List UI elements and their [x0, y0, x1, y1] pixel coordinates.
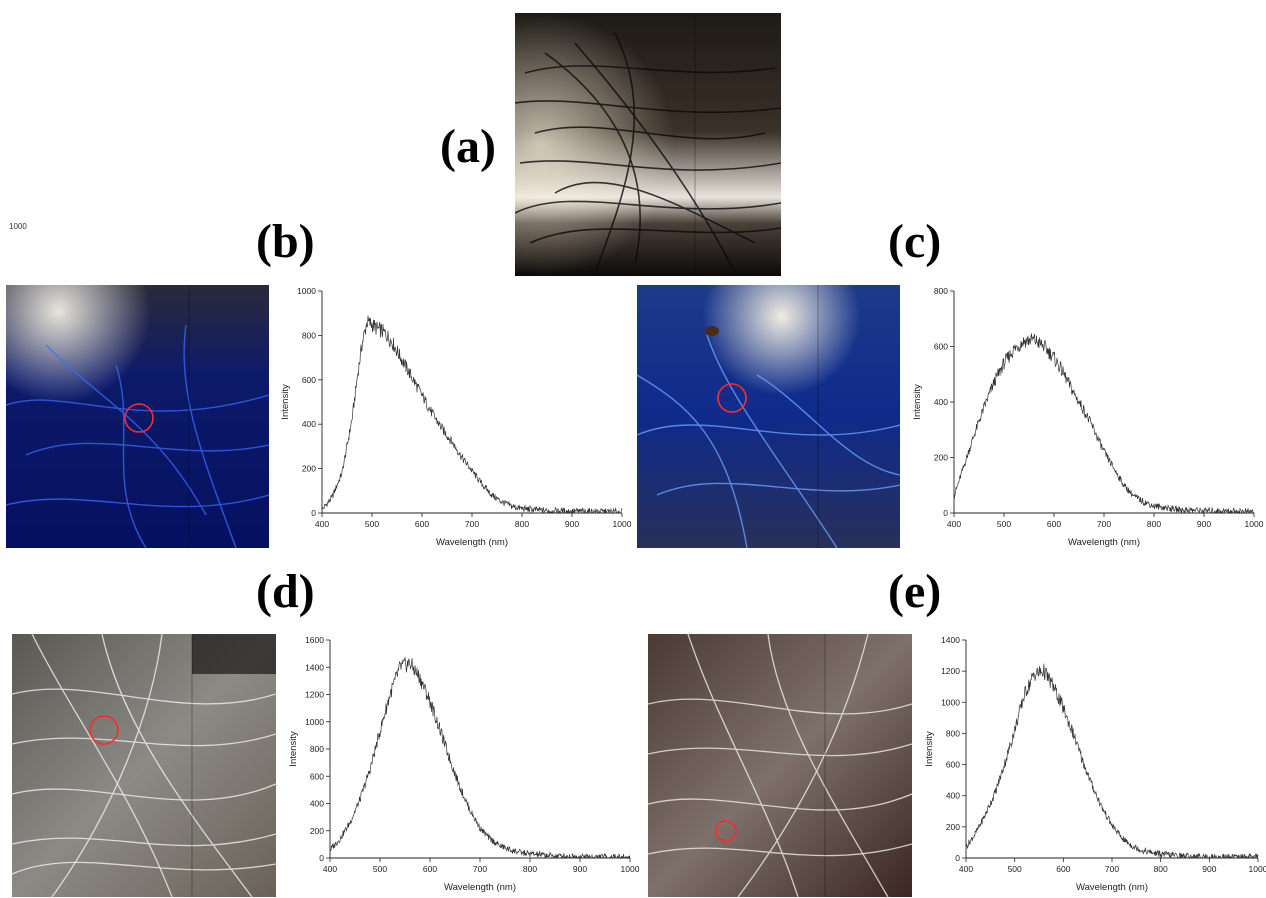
y-axis-title: Intensity	[912, 384, 923, 420]
x-tick-label: 600	[1056, 864, 1070, 874]
x-tick-label: 500	[365, 519, 379, 529]
y-tick-label: 800	[934, 286, 948, 296]
spectrum-chart-b: 400 500 600 700 800 900 1000 0 200 400 600 800 1000 W…	[270, 283, 632, 553]
y-tick-label: 600	[946, 760, 960, 770]
x-tick-label: 500	[373, 864, 387, 874]
x-tick-label: 700	[1105, 864, 1119, 874]
y-axis-title: Intensity	[288, 731, 299, 767]
chart-d-svg: 400 500 600 700 800 900 1000 0 200 400 600 800 1000 1…	[288, 635, 640, 893]
y-tick-label: 1600	[305, 635, 324, 645]
x-tick-label: 500	[997, 519, 1011, 529]
x-tick-label: 600	[415, 519, 429, 529]
y-tick-label: 1200	[305, 690, 324, 700]
x-tick-label: 900	[1197, 519, 1211, 529]
chart-c-svg: 400 500 600 700 800 900 1000 0 200 400 600 800 Wavel…	[912, 286, 1264, 548]
panel-label-e: (e)	[888, 565, 942, 618]
series-line-0	[953, 333, 1255, 515]
micrograph-c	[637, 285, 900, 548]
y-tick-label: 1400	[305, 662, 324, 672]
x-tick-label: 700	[1097, 519, 1111, 529]
y-tick-label: 1400	[941, 635, 960, 645]
x-tick-label: 700	[473, 864, 487, 874]
y-tick-label: 1000	[305, 717, 324, 727]
panel-label-c: (c)	[888, 215, 942, 268]
y-tick-label: 200	[934, 453, 948, 463]
chart-e-svg: 400 500 600 700 800 900 1000 0 200 400 600 800 1000 1…	[924, 635, 1266, 893]
y-tick-label: 800	[302, 330, 316, 340]
x-tick-label: 400	[947, 519, 961, 529]
x-tick-label: 900	[565, 519, 579, 529]
x-axis-title: Wavelength (nm)	[1068, 537, 1140, 548]
y-tick-label: 0	[311, 508, 316, 518]
x-tick-label: 500	[1008, 864, 1022, 874]
spectrum-chart-d: 400 500 600 700 800 900 1000 0 200 400 600 800 1000 1…	[278, 632, 640, 898]
panel-label-a: (a)	[440, 120, 496, 173]
axis-lines	[953, 291, 1254, 514]
y-tick-label: 400	[934, 397, 948, 407]
x-tick-label: 400	[959, 864, 973, 874]
series-line-0	[965, 663, 1259, 860]
y-tick-label: 200	[310, 826, 324, 836]
y-tick-label: 0	[943, 508, 948, 518]
x-tick-label: 900	[573, 864, 587, 874]
y-tick-label: 200	[302, 464, 316, 474]
x-tick-label: 600	[423, 864, 437, 874]
panel-label-d: (d)	[256, 565, 315, 618]
series-line-0	[329, 657, 631, 860]
y-tick-label: 600	[310, 771, 324, 781]
micrograph-a	[515, 13, 781, 276]
panel-label-b: (b)	[256, 215, 315, 268]
y-axis-title: Intensity	[924, 731, 935, 767]
x-tick-label: 900	[1202, 864, 1216, 874]
y-tick-label: 1200	[941, 666, 960, 676]
x-tick-label: 800	[515, 519, 529, 529]
x-axis-title: Wavelength (nm)	[444, 882, 516, 893]
series-line-0	[321, 315, 623, 515]
x-tick-label: 1000	[613, 519, 632, 529]
y-tick-label: 400	[310, 799, 324, 809]
x-tick-label: 800	[523, 864, 537, 874]
y-axis-title: Intensity	[280, 384, 291, 420]
micrograph-e	[648, 634, 912, 897]
x-tick-label: 600	[1047, 519, 1061, 529]
x-tick-label: 1000	[621, 864, 640, 874]
y-tick-label: 0	[319, 853, 324, 863]
spectrum-chart-c: 400 500 600 700 800 900 1000 0 200 400 600 800 Wavel…	[902, 283, 1264, 553]
y-tick-label: 200	[946, 822, 960, 832]
x-tick-label: 400	[315, 519, 329, 529]
y-tick-label: 1000	[297, 286, 316, 296]
x-axis-title: Wavelength (nm)	[1076, 882, 1148, 893]
micrograph-d	[12, 634, 276, 897]
x-tick-label: 1000	[1249, 864, 1266, 874]
y-tick-label: 600	[302, 375, 316, 385]
y-tick-label: 800	[310, 744, 324, 754]
spectrum-chart-e: 400 500 600 700 800 900 1000 0 200 400 600 800 1000 1…	[914, 632, 1266, 898]
stray-axis-label: 1000	[9, 222, 27, 231]
x-tick-label: 700	[465, 519, 479, 529]
x-axis-title: Wavelength (nm)	[436, 537, 508, 548]
x-tick-label: 400	[323, 864, 337, 874]
y-tick-label: 1000	[941, 697, 960, 707]
y-tick-label: 600	[934, 342, 948, 352]
y-tick-label: 800	[946, 728, 960, 738]
x-tick-label: 800	[1147, 519, 1161, 529]
y-tick-label: 400	[302, 419, 316, 429]
y-tick-label: 400	[946, 791, 960, 801]
y-tick-label: 0	[955, 853, 960, 863]
x-tick-label: 1000	[1245, 519, 1264, 529]
micrograph-b	[6, 285, 269, 548]
chart-b-svg: 400 500 600 700 800 900 1000 0 200 400 600 800 1000 W…	[280, 286, 632, 548]
x-tick-label: 800	[1154, 864, 1168, 874]
